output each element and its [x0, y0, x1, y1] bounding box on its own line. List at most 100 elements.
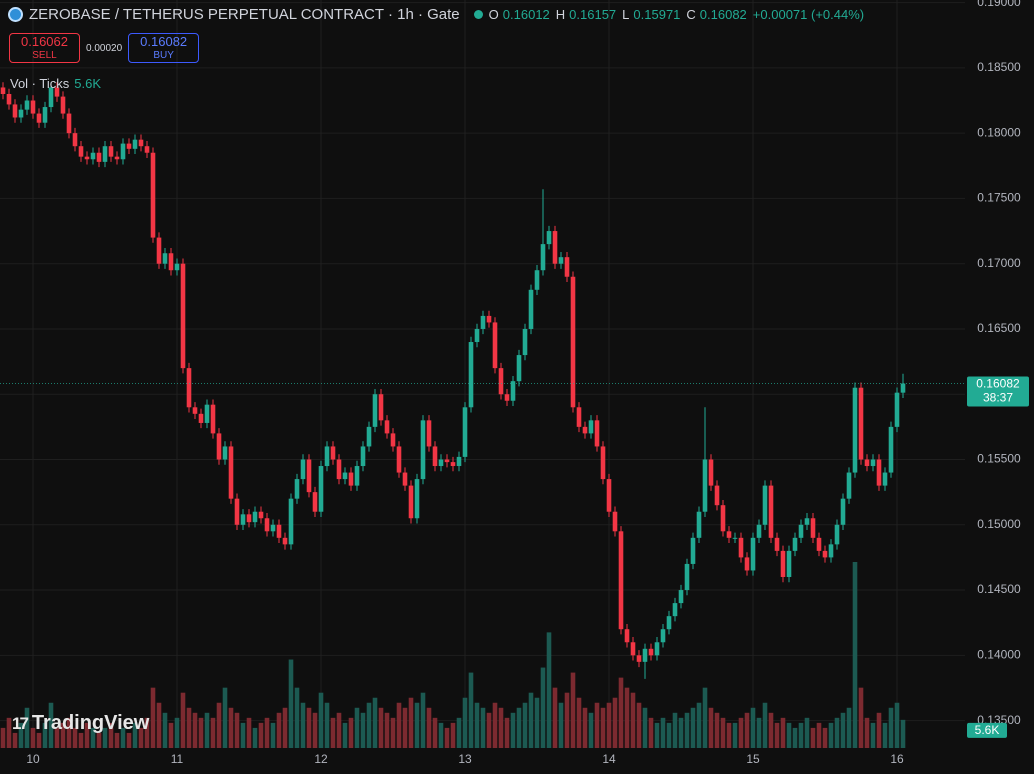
volume-bar	[474, 702, 480, 748]
candle-body	[678, 590, 684, 604]
volume-bar	[342, 722, 348, 748]
candle-body	[798, 524, 804, 538]
volume-bar	[486, 712, 492, 748]
volume-bar	[42, 722, 48, 748]
candle-body	[810, 518, 816, 538]
candle-body	[504, 394, 510, 401]
candle-body	[726, 531, 732, 538]
volume-bar	[72, 727, 78, 748]
candle-body	[144, 146, 150, 153]
volume-bar	[0, 727, 6, 748]
volume-bar	[276, 712, 282, 748]
sell-button[interactable]: 0.16062 SELL	[9, 33, 80, 63]
candle-body	[120, 143, 126, 160]
candle-body	[486, 315, 492, 323]
volume-bar	[6, 717, 12, 748]
candle-body	[456, 456, 462, 467]
buy-button[interactable]: 0.16082 BUY	[128, 33, 200, 63]
volume-bar	[102, 727, 108, 748]
volume-bar	[630, 692, 636, 748]
volume-bar	[252, 727, 258, 748]
candle-body	[96, 152, 102, 162]
volume-bar	[654, 722, 660, 748]
volume-bar	[690, 707, 696, 748]
candle-body	[594, 420, 600, 447]
candle-body	[12, 104, 18, 118]
candle-body	[606, 479, 612, 512]
volume-bar	[714, 712, 720, 748]
ohlc-key: O	[488, 7, 499, 22]
volume-bar	[378, 707, 384, 748]
volume-bar	[24, 707, 30, 748]
volume-bar	[552, 687, 558, 748]
candle-body	[180, 263, 186, 369]
volume-bar	[882, 722, 888, 748]
volume-bar	[480, 707, 486, 748]
candle-body	[612, 511, 618, 532]
candle-body	[750, 537, 756, 571]
candle-body	[552, 231, 558, 264]
candle-body	[300, 459, 306, 480]
volume-bar	[768, 712, 774, 748]
candle-body	[360, 446, 366, 467]
candle-body	[744, 557, 750, 571]
candle-body	[546, 231, 552, 245]
countdown-label: 38:37	[983, 391, 1013, 405]
candle-body	[732, 537, 738, 539]
volume-bar	[126, 732, 132, 748]
candle-body	[630, 642, 636, 656]
volume-bar	[594, 702, 600, 748]
last-price-label: 0.16082	[976, 377, 1020, 391]
volume-bar	[138, 727, 144, 748]
volume-bar	[360, 712, 366, 748]
volume-bar	[348, 717, 354, 748]
candle-body	[690, 537, 696, 564]
x-tick-label: 15	[746, 752, 760, 766]
volume-bar	[18, 722, 24, 748]
ohlc-value: 0.16157	[569, 7, 617, 22]
volume-bar	[636, 702, 642, 748]
symbol-title[interactable]: ZEROBASE / TETHERUS PERPETUAL CONTRACT ·…	[29, 6, 460, 23]
x-tick-label: 12	[314, 752, 328, 766]
volume-bar	[672, 712, 678, 748]
candle-body	[468, 342, 474, 408]
volume-bar	[684, 712, 690, 748]
volume-bar	[456, 717, 462, 748]
volume-bar	[186, 707, 192, 748]
volume-bar	[648, 717, 654, 748]
volume-bar	[642, 707, 648, 748]
candle-body	[18, 109, 24, 118]
volume-bar	[888, 707, 894, 748]
candle-body	[672, 603, 678, 617]
volume-bar	[756, 717, 762, 748]
candle-body	[762, 485, 768, 525]
volume-bar	[582, 707, 588, 748]
candle-body	[294, 479, 300, 499]
candle-body	[366, 426, 372, 447]
volume-bar	[624, 687, 630, 748]
candle-body	[510, 381, 516, 401]
candle-body	[414, 479, 420, 519]
candle-body	[222, 446, 228, 460]
volume-bar	[558, 702, 564, 748]
candle-body	[270, 524, 276, 532]
volume-bar	[192, 712, 198, 748]
volume-bar	[336, 712, 342, 748]
volume-bar	[156, 702, 162, 748]
volume-bar	[720, 717, 726, 748]
volume-bar	[864, 717, 870, 748]
candle-body	[258, 511, 264, 519]
candle-body	[276, 524, 282, 538]
volume-bar	[264, 717, 270, 748]
candle-body	[42, 107, 48, 123]
ohlc-value: 0.16012	[502, 7, 550, 22]
volume-bar	[516, 707, 522, 748]
candle-body	[564, 257, 570, 277]
candle-body	[582, 426, 588, 434]
candle-body	[684, 563, 690, 591]
candle-body	[696, 511, 702, 538]
volume-bar	[216, 702, 222, 748]
buy-price: 0.16082	[140, 34, 188, 49]
candle-body	[528, 289, 534, 329]
candle-body	[318, 466, 324, 512]
